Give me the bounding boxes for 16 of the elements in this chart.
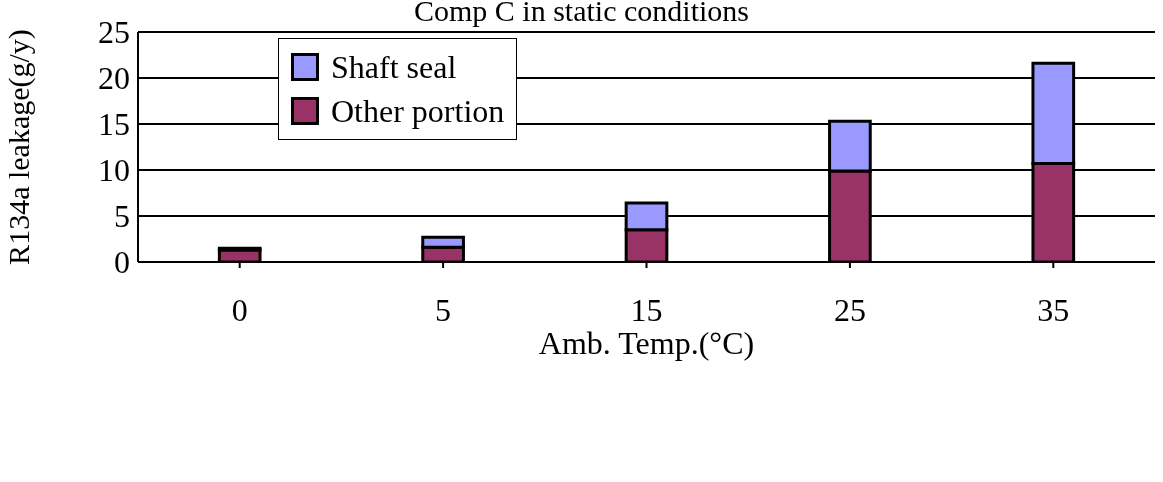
y-tick-label: 25: [98, 14, 130, 51]
y-tick-label: 15: [98, 106, 130, 143]
y-tick-label: 5: [114, 198, 130, 235]
legend-label: Other portion: [331, 92, 505, 131]
x-tick-label: 35: [1037, 291, 1070, 328]
y-axis-title: R134a leakage(g/y): [1, 29, 36, 265]
x-tick-label: 0: [231, 291, 248, 328]
y-tick-label: 10: [98, 152, 130, 189]
x-axis-title: Amb. Temp.(°C): [538, 325, 755, 361]
x-tick-label: 15: [630, 291, 663, 328]
x-tick-label: 5: [435, 291, 452, 328]
legend-label: Shaft seal: [331, 48, 457, 87]
y-tick-label: 20: [98, 60, 130, 97]
chart-title: Comp C in static conditions: [414, 0, 749, 27]
x-tick-label: 25: [833, 291, 866, 328]
y-tick-label: 0: [114, 244, 130, 281]
